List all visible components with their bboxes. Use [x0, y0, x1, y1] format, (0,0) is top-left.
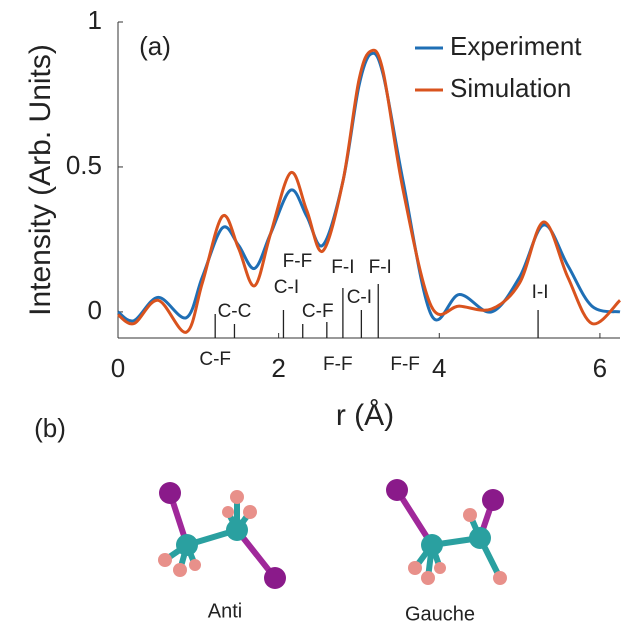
panel-label: (b) [34, 413, 66, 443]
molecule-label: Gauche [405, 603, 475, 625]
bond-label: C-I [274, 277, 299, 298]
bond-label: F-F [390, 354, 420, 375]
bond-label: F-I [369, 257, 392, 278]
bond-label: C-F [199, 349, 231, 370]
legend-label: Experiment [450, 31, 582, 61]
molecule-gauche [386, 479, 507, 585]
x-tick-label: 2 [271, 353, 285, 383]
molecule-anti [158, 482, 286, 589]
bond-label: I-I [532, 282, 549, 303]
y-tick-label: 0.5 [66, 150, 102, 180]
bond-label: F-I [331, 257, 354, 278]
bond-label: C-F [302, 301, 334, 322]
bond-label: F-F [283, 251, 313, 272]
x-tick-label: 4 [432, 353, 446, 383]
panel-label: (a) [139, 31, 171, 61]
x-tick-label: 0 [111, 353, 125, 383]
y-tick-label: 1 [88, 5, 102, 35]
bond-label: C-I [347, 287, 372, 308]
series-line [117, 48, 622, 334]
y-tick-label: 0 [88, 295, 102, 325]
legend-label: Simulation [450, 73, 571, 103]
y-axis-label: Intensity (Arb. Units) [24, 44, 57, 316]
x-axis-label: r (Å) [336, 399, 394, 432]
bond-label: C-C [218, 301, 252, 322]
molecule-label: Anti [208, 600, 242, 622]
x-tick-label: 6 [593, 353, 607, 383]
bond-label: F-F [323, 354, 353, 375]
